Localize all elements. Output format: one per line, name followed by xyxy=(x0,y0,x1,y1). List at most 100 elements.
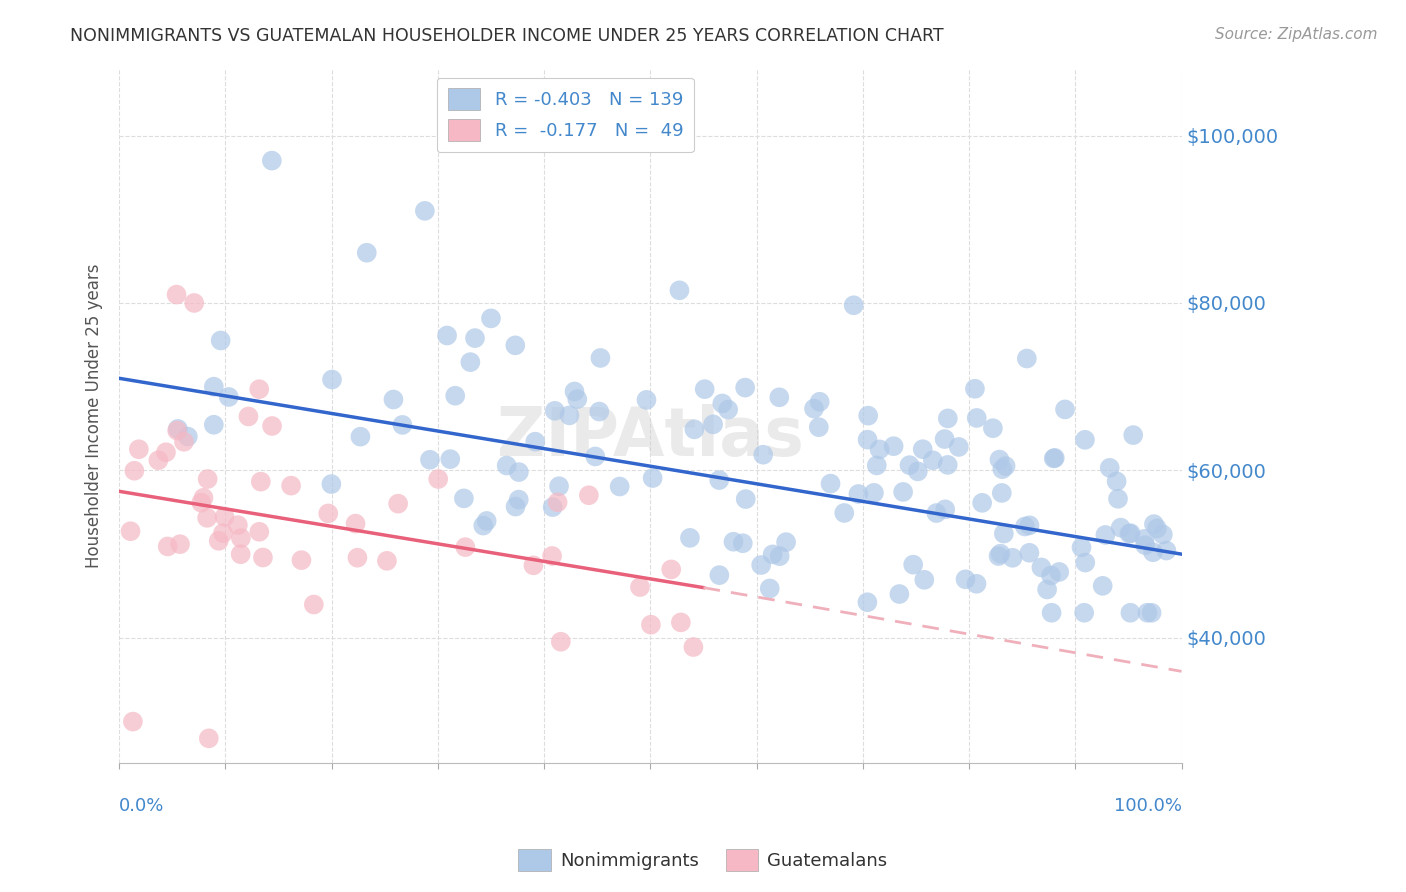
Point xyxy=(1142,545,1164,559)
Point xyxy=(524,434,547,449)
Point xyxy=(148,453,170,467)
Point xyxy=(588,404,610,418)
Point xyxy=(709,568,731,582)
Point xyxy=(1053,402,1076,417)
Point xyxy=(1105,475,1128,489)
Legend: R = -0.403   N = 139, R =  -0.177   N =  49: R = -0.403 N = 139, R = -0.177 N = 49 xyxy=(437,78,695,153)
Point xyxy=(1133,538,1156,552)
Point xyxy=(856,409,879,423)
Point xyxy=(734,491,756,506)
Y-axis label: Householder Income Under 25 years: Householder Income Under 25 years xyxy=(86,264,103,568)
Text: NONIMMIGRANTS VS GUATEMALAN HOUSEHOLDER INCOME UNDER 25 YEARS CORRELATION CHART: NONIMMIGRANTS VS GUATEMALAN HOUSEHOLDER … xyxy=(70,27,943,45)
Point xyxy=(166,287,188,301)
Point xyxy=(734,381,756,395)
Point xyxy=(1036,582,1059,597)
Point xyxy=(1156,543,1178,558)
Point xyxy=(807,420,830,434)
Point xyxy=(479,311,502,326)
Point xyxy=(1040,568,1063,582)
Point xyxy=(349,430,371,444)
Point xyxy=(991,486,1014,500)
Point xyxy=(641,471,664,485)
Point xyxy=(1152,527,1174,541)
Text: 100.0%: 100.0% xyxy=(1114,797,1181,815)
Point xyxy=(990,547,1012,561)
Point xyxy=(229,531,252,545)
Point xyxy=(775,535,797,549)
Point xyxy=(202,379,225,393)
Point xyxy=(1140,606,1163,620)
Point xyxy=(1133,532,1156,546)
Point xyxy=(247,382,270,396)
Point xyxy=(1074,556,1097,570)
Point xyxy=(238,409,260,424)
Point xyxy=(866,458,889,473)
Point xyxy=(683,422,706,436)
Point xyxy=(391,417,413,432)
Point xyxy=(936,411,959,425)
Point xyxy=(1122,428,1144,442)
Point xyxy=(1091,579,1114,593)
Point xyxy=(682,640,704,654)
Point xyxy=(321,372,343,386)
Point xyxy=(419,452,441,467)
Point xyxy=(198,731,221,746)
Point xyxy=(578,488,600,502)
Point xyxy=(948,440,970,454)
Point xyxy=(252,550,274,565)
Point xyxy=(668,283,690,297)
Point xyxy=(731,536,754,550)
Point xyxy=(758,582,780,596)
Point xyxy=(993,526,1015,541)
Point xyxy=(1109,521,1132,535)
Point xyxy=(1001,550,1024,565)
Point xyxy=(955,572,977,586)
Point xyxy=(475,514,498,528)
Point xyxy=(177,429,200,443)
Point xyxy=(226,518,249,533)
Point xyxy=(1118,526,1140,541)
Point xyxy=(212,526,235,541)
Point xyxy=(503,338,526,352)
Point xyxy=(966,576,988,591)
Point xyxy=(768,390,790,404)
Point xyxy=(453,491,475,506)
Point xyxy=(302,598,325,612)
Point xyxy=(1073,606,1095,620)
Point xyxy=(155,445,177,459)
Text: Source: ZipAtlas.com: Source: ZipAtlas.com xyxy=(1215,27,1378,42)
Point xyxy=(1119,606,1142,620)
Point xyxy=(122,714,145,729)
Point xyxy=(709,473,731,487)
Point xyxy=(1018,518,1040,533)
Point xyxy=(1047,565,1070,579)
Point xyxy=(972,496,994,510)
Point xyxy=(1119,526,1142,541)
Point xyxy=(344,516,367,531)
Point xyxy=(375,554,398,568)
Point xyxy=(889,587,911,601)
Point xyxy=(1094,528,1116,542)
Point xyxy=(382,392,405,407)
Point xyxy=(693,382,716,396)
Point xyxy=(464,331,486,345)
Point xyxy=(832,506,855,520)
Point xyxy=(120,524,142,539)
Point xyxy=(413,203,436,218)
Point xyxy=(808,394,831,409)
Point xyxy=(869,442,891,457)
Point xyxy=(934,432,956,446)
Point xyxy=(321,477,343,491)
Point xyxy=(863,486,886,500)
Point xyxy=(249,475,271,489)
Text: 0.0%: 0.0% xyxy=(120,797,165,815)
Point xyxy=(981,421,1004,435)
Point xyxy=(925,506,948,520)
Point xyxy=(752,448,775,462)
Point xyxy=(1043,450,1066,465)
Point xyxy=(444,389,467,403)
Point xyxy=(723,534,745,549)
Point xyxy=(820,476,842,491)
Point xyxy=(669,615,692,630)
Point xyxy=(550,634,572,648)
